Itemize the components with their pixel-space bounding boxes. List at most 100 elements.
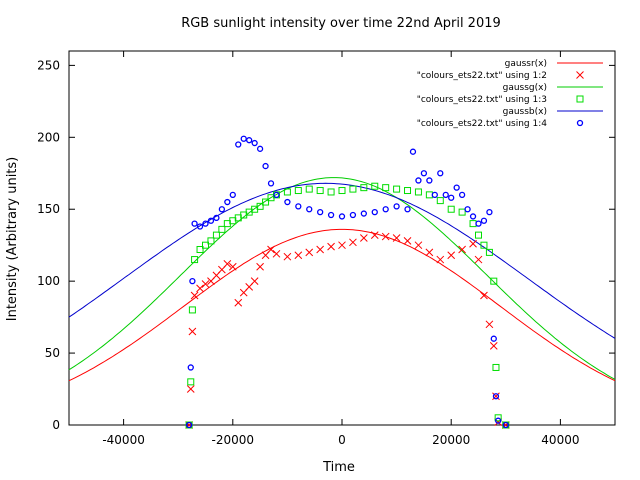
data-point — [425, 248, 434, 257]
data-point — [234, 298, 243, 307]
data-point — [447, 205, 455, 213]
data-point — [425, 191, 433, 199]
data-point — [381, 232, 390, 241]
data-point — [188, 306, 196, 314]
data-point — [436, 255, 445, 264]
data-point — [185, 421, 193, 429]
data-point — [469, 239, 477, 248]
fit-curve-gaussrx — [68, 228, 616, 382]
data-point — [404, 187, 412, 195]
y-tick-label: 250 — [37, 58, 60, 72]
y-tick-label: 50 — [45, 346, 60, 360]
data-point — [256, 145, 264, 152]
data-point — [246, 137, 253, 144]
data-point — [403, 237, 412, 245]
x-tick-label: 0 — [338, 433, 346, 447]
data-point — [207, 237, 215, 245]
data-point — [469, 213, 477, 220]
data-point — [218, 225, 226, 233]
legend-marker-sample — [576, 95, 584, 103]
data-point — [196, 284, 204, 293]
data-point — [187, 378, 195, 386]
y-axis-title: Intensity (Arbitrary units) — [5, 157, 20, 322]
data-point — [448, 194, 455, 201]
data-point — [212, 231, 220, 239]
data-point — [458, 245, 466, 254]
data-point — [294, 251, 303, 260]
data-point — [185, 421, 193, 429]
data-point — [317, 208, 324, 216]
data-point — [284, 198, 291, 206]
data-point — [327, 211, 335, 219]
legend-marker-sample — [576, 119, 584, 127]
data-point — [490, 277, 498, 285]
data-point — [480, 291, 488, 300]
data-point — [409, 148, 417, 155]
data-point — [426, 177, 433, 184]
data-point — [235, 141, 242, 148]
data-point — [442, 191, 449, 198]
data-point — [213, 214, 220, 222]
data-point — [492, 363, 500, 371]
data-point — [262, 162, 269, 170]
data-point — [453, 184, 460, 191]
legend-label: "colours_ets22.txt" using 1:4 — [417, 119, 548, 129]
series-3 — [185, 135, 509, 429]
points-layer — [185, 135, 510, 429]
legend-label: gaussg(x) — [503, 83, 547, 93]
data-point — [240, 135, 247, 142]
data-point — [489, 342, 498, 350]
data-point — [228, 262, 237, 271]
data-point — [251, 139, 258, 147]
data-point — [370, 231, 379, 239]
y-tick-label: 200 — [37, 130, 60, 144]
data-point — [447, 251, 456, 260]
data-point — [295, 203, 302, 210]
data-point — [327, 242, 335, 251]
data-point — [420, 170, 428, 177]
data-point — [202, 241, 209, 249]
ticks-layer: -40000 -20000 0 20000 40000 0 50 100 150 200 250 — [37, 51, 615, 447]
data-point — [485, 248, 493, 256]
data-point — [415, 177, 422, 184]
data-point — [475, 220, 482, 227]
y-tick-label: 150 — [37, 202, 60, 216]
data-point — [294, 187, 302, 195]
data-point — [392, 234, 401, 242]
data-point — [485, 320, 494, 329]
data-point — [464, 206, 471, 213]
data-point — [494, 414, 502, 422]
data-point — [490, 335, 497, 342]
data-point — [202, 220, 209, 227]
data-point — [305, 248, 314, 257]
x-tick-label: -40000 — [102, 433, 145, 447]
data-point — [349, 238, 357, 247]
data-point — [187, 364, 194, 371]
data-point — [256, 262, 264, 271]
data-point — [393, 185, 401, 193]
data-point — [272, 249, 281, 258]
data-point — [349, 211, 357, 219]
x-axis-title: Time — [322, 460, 355, 475]
data-point — [267, 245, 275, 254]
legend-label: "colours_ets22.txt" using 1:2 — [417, 71, 547, 81]
data-point — [338, 213, 346, 220]
data-point — [262, 198, 270, 206]
data-point — [188, 327, 197, 336]
legend-label: gaussr(x) — [505, 59, 547, 69]
data-point — [393, 203, 400, 210]
data-point — [495, 417, 502, 424]
curves-layer — [68, 177, 616, 382]
data-point — [414, 188, 422, 196]
x-tick-label: 40000 — [541, 433, 579, 447]
data-point — [431, 191, 438, 198]
data-point — [273, 191, 280, 198]
x-tick-label: 20000 — [432, 433, 470, 447]
data-point — [458, 208, 466, 216]
data-point — [191, 256, 199, 264]
data-point — [437, 170, 444, 177]
series-2 — [185, 182, 510, 429]
data-point — [306, 206, 313, 213]
data-point — [283, 188, 291, 196]
